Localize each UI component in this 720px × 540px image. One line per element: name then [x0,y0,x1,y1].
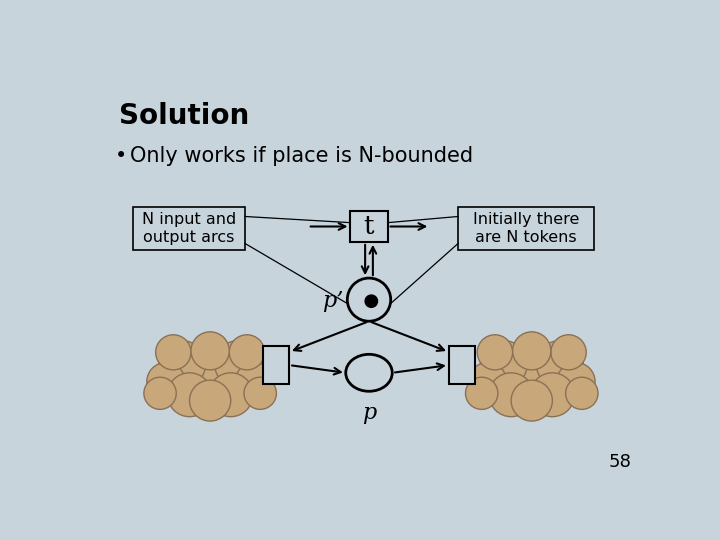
Circle shape [156,335,191,370]
Circle shape [477,335,513,370]
Text: •: • [114,146,127,166]
Circle shape [365,295,377,307]
Circle shape [511,380,552,421]
Circle shape [469,362,507,401]
Circle shape [147,362,185,401]
Circle shape [530,373,575,417]
Circle shape [179,342,241,403]
Circle shape [215,341,261,387]
Circle shape [191,332,229,370]
Text: Initially there
are N tokens: Initially there are N tokens [473,212,579,245]
Circle shape [235,362,274,401]
Text: Only works if place is N-bounded: Only works if place is N-bounded [130,146,474,166]
Text: p’: p’ [322,290,343,312]
Circle shape [489,373,534,417]
Text: p: p [362,402,376,424]
Circle shape [209,373,253,417]
Circle shape [229,335,265,370]
Bar [351,211,387,242]
Text: Solution: Solution [120,102,250,130]
Bar [458,207,594,249]
Circle shape [189,380,230,421]
Circle shape [347,278,391,321]
Circle shape [144,377,176,409]
Bar [449,346,475,384]
Text: 58: 58 [608,454,631,471]
Circle shape [480,341,527,387]
Circle shape [168,373,212,417]
Circle shape [466,377,498,409]
Bar [263,346,289,384]
Ellipse shape [346,354,392,392]
Circle shape [551,335,586,370]
Circle shape [501,342,562,403]
Circle shape [557,362,595,401]
Circle shape [566,377,598,409]
Text: t: t [364,214,374,239]
Bar [132,207,245,249]
Text: N input and
output arcs: N input and output arcs [142,212,236,245]
Circle shape [536,341,583,387]
Circle shape [158,341,206,387]
Circle shape [244,377,276,409]
Circle shape [513,332,551,370]
